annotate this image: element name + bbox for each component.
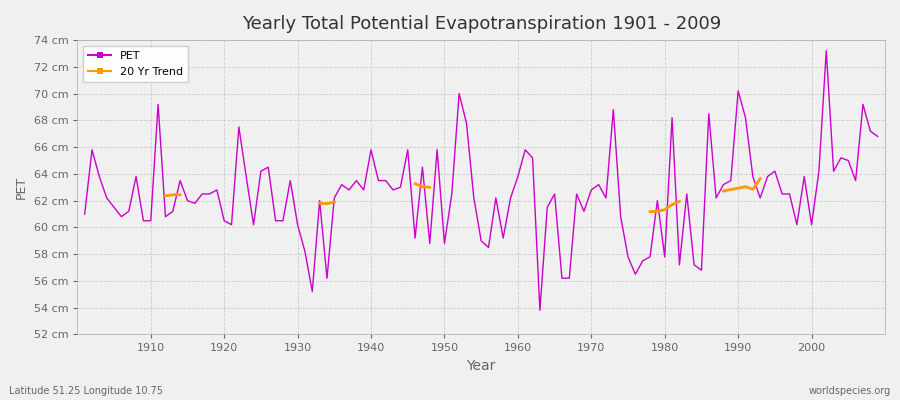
Text: worldspecies.org: worldspecies.org [809,386,891,396]
Title: Yearly Total Potential Evapotranspiration 1901 - 2009: Yearly Total Potential Evapotranspiratio… [241,15,721,33]
Text: Latitude 51.25 Longitude 10.75: Latitude 51.25 Longitude 10.75 [9,386,163,396]
Y-axis label: PET: PET [15,176,28,199]
Legend: PET, 20 Yr Trend: PET, 20 Yr Trend [83,46,188,82]
X-axis label: Year: Year [466,359,496,373]
